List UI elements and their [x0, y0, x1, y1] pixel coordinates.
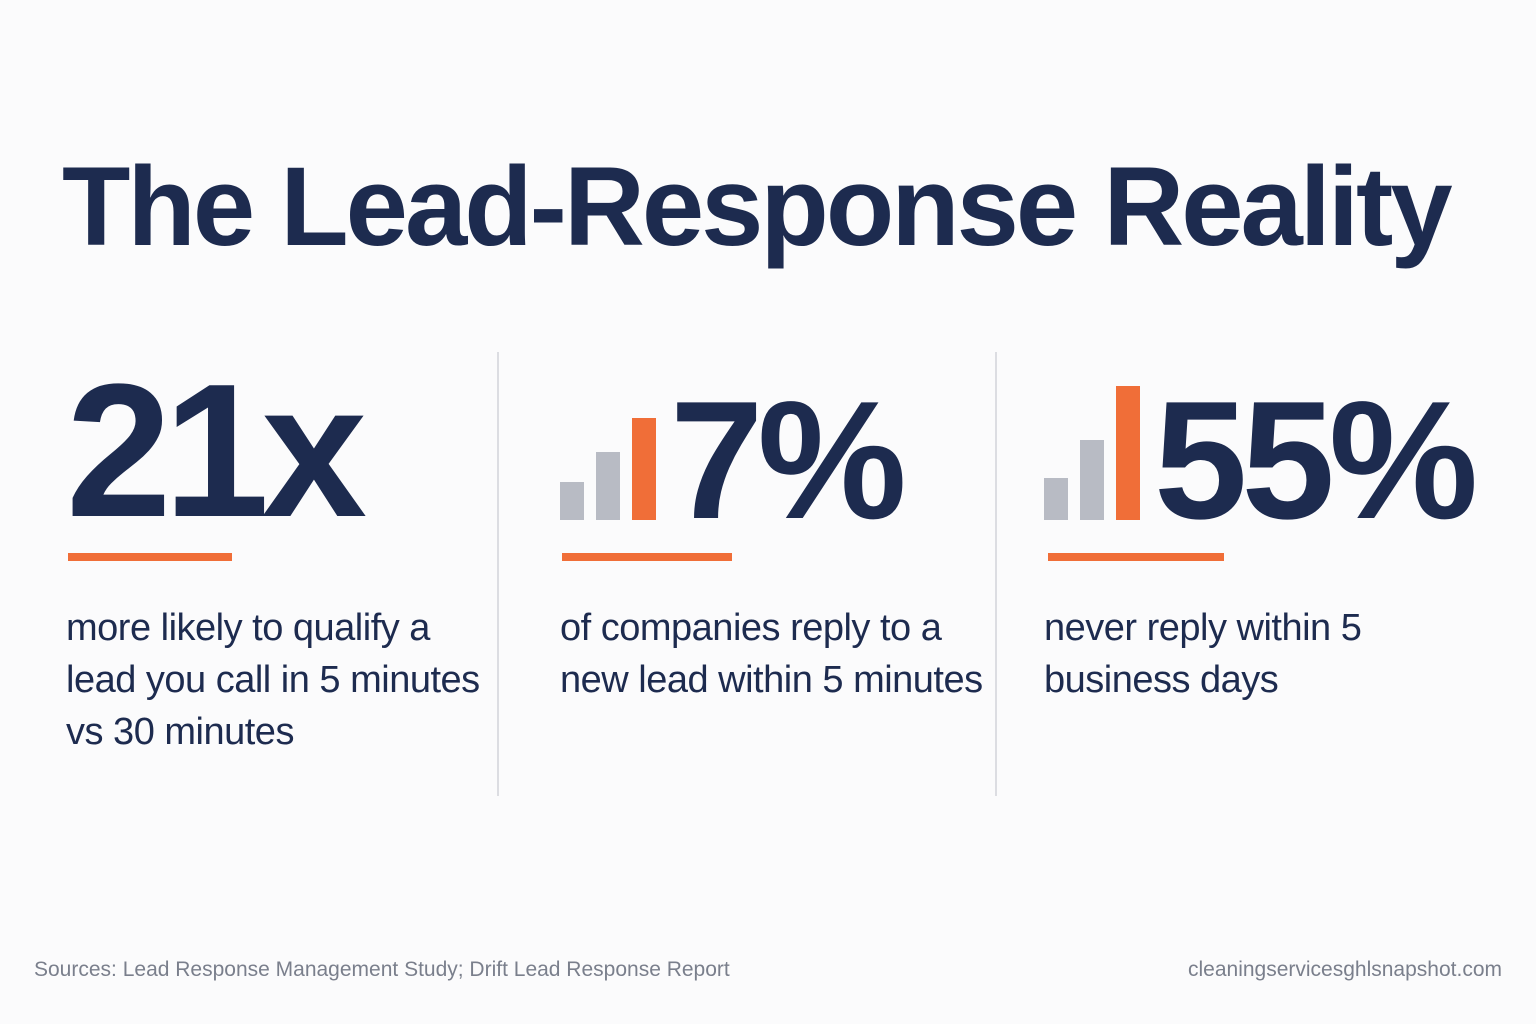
bar-chart-icon — [560, 418, 656, 520]
bar-chart-icon-bar-short — [560, 482, 584, 520]
bar-chart-icon-bar-medium — [596, 452, 620, 520]
stat-figure-row: 21x — [66, 345, 367, 558]
stat-figure-row: 7% — [560, 360, 907, 555]
stat-underline — [68, 553, 232, 561]
bar-chart-icon-bar-medium — [1080, 440, 1104, 520]
footer-site-url: cleaningservicesghlsnapshot.com — [1187, 958, 1502, 981]
stat-description: of companies reply to a new lead within … — [560, 607, 983, 701]
stat-description: never reply within 5 business days — [1044, 607, 1362, 701]
stat-card-55-percent: 55% never reply within 5 business days — [1044, 360, 1504, 780]
bar-chart-icon-bar-tall — [1116, 386, 1140, 520]
column-divider — [497, 352, 499, 796]
column-divider — [995, 352, 997, 796]
stat-description: more likely to qualify a lead you call i… — [66, 607, 480, 753]
stat-value: 55% — [1154, 366, 1478, 555]
stat-underline — [562, 553, 732, 561]
page-title: The Lead-Response Reality — [62, 144, 1453, 269]
stat-figure-row: 55% — [1044, 360, 1478, 555]
stat-value: 7% — [670, 366, 907, 555]
footer-sources: Sources: Lead Response Management Study;… — [34, 958, 730, 981]
bar-chart-icon-bar-tall — [632, 418, 656, 520]
bar-chart-icon-bar-short — [1044, 478, 1068, 520]
stat-card-21x: 21x more likely to qualify a lead you ca… — [66, 345, 486, 780]
stat-card-7-percent: 7% of companies reply to a new lead with… — [560, 360, 983, 780]
stat-value: 21x — [66, 345, 367, 558]
bar-chart-icon — [1044, 386, 1140, 520]
stat-underline — [1048, 553, 1224, 561]
